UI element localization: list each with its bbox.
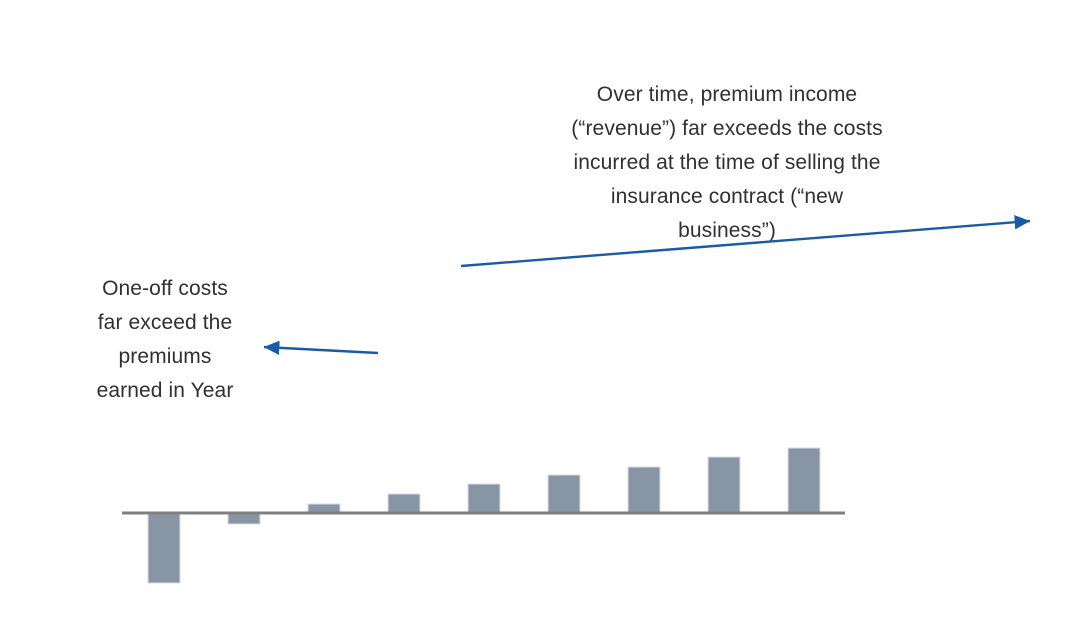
arrow-premium-income-icon [460,215,1031,268]
annotation-premium-income-line-4: insurance contract (“new business”) [610,185,844,242]
annotation-one-off-costs-line-2: far exceed the [97,311,233,334]
annotation-one-off-costs-line-1: One-off costs [102,277,228,300]
bar-year-4 [387,493,421,514]
annotation-premium-income-line-2: (“revenue”) far exceeds the costs [571,117,883,140]
bar-year-2 [227,512,261,525]
annotation-one-off-costs-line-3: premiums [118,345,212,368]
bar-year-5 [467,483,501,514]
bar-year-9 [787,447,821,514]
annotation-one-off-costs: One-off costs far exceed the premiums ea… [74,272,256,408]
annotation-premium-income: Over time, premium income (“revenue”) fa… [562,78,892,248]
bar-year-8 [707,456,741,514]
bar-year-1 [147,512,181,584]
annotation-premium-income-line-3: incurred at the time of selling the [573,151,881,174]
annotation-one-off-costs-line-4: earned in Year [96,379,234,402]
arrow-one-off-costs-icon [263,340,379,355]
annotation-premium-income-line-1: Over time, premium income [596,83,858,106]
bar-year-7 [627,466,661,514]
bar-year-6 [547,474,581,514]
